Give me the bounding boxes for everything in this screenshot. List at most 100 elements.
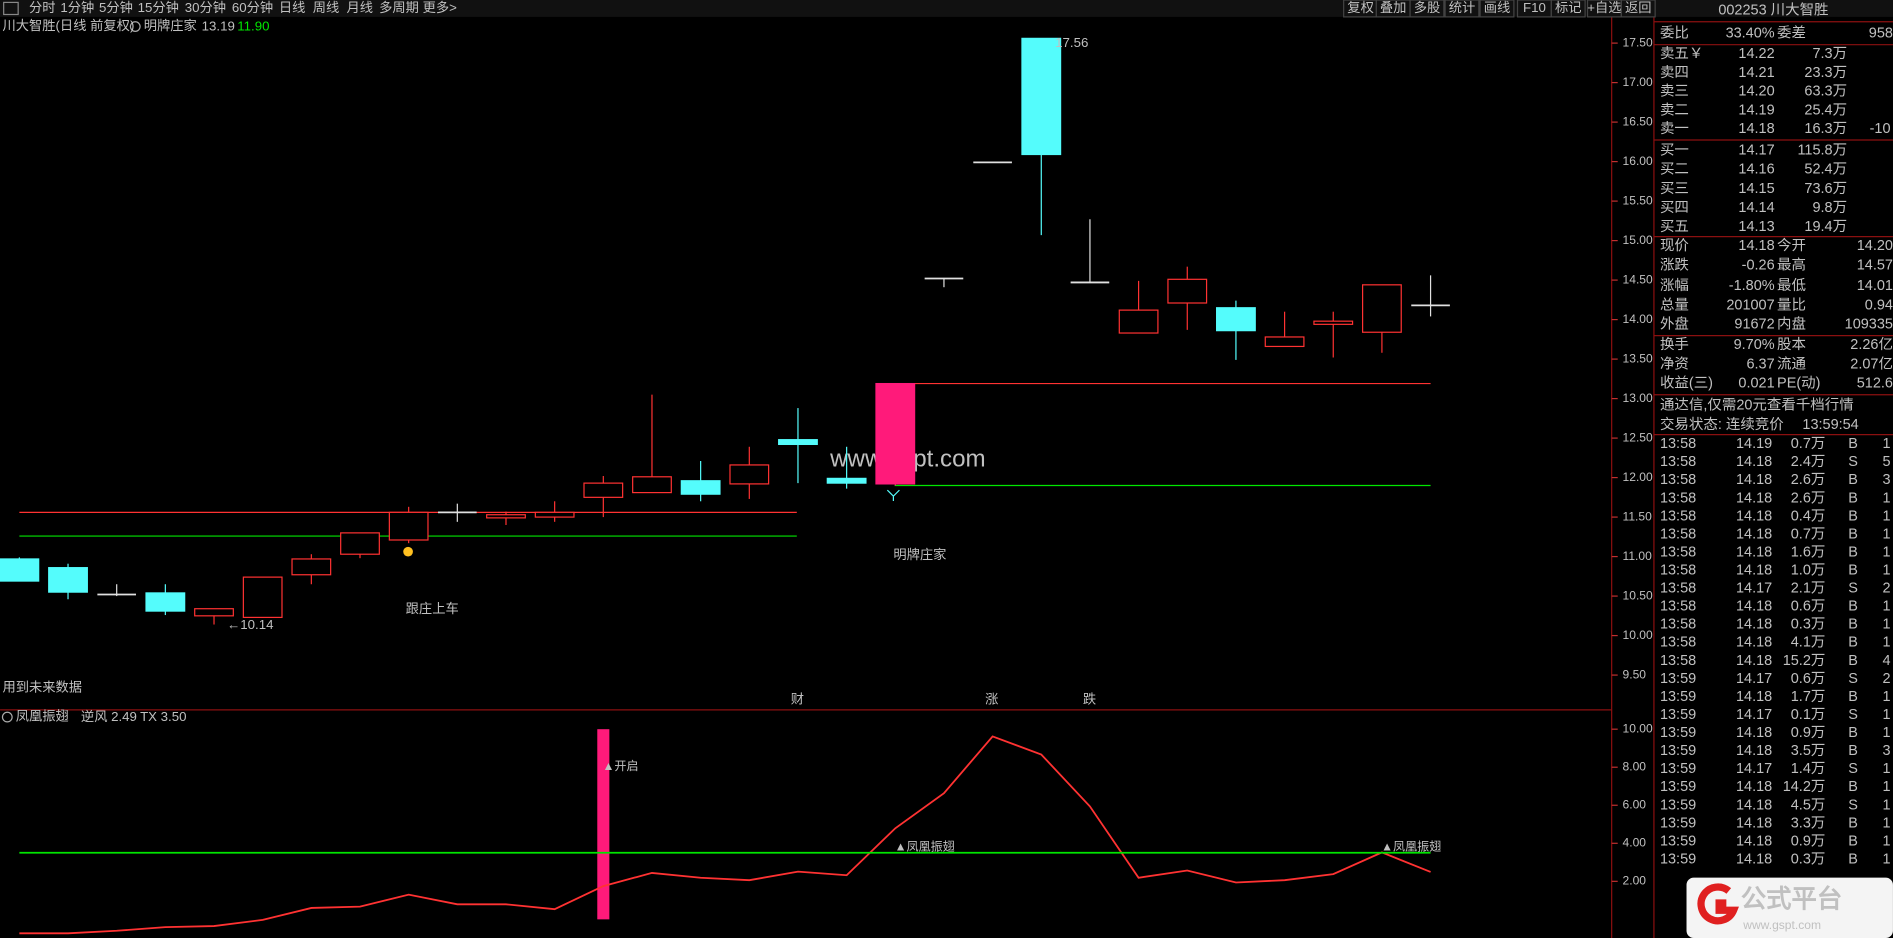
trade-side: B (1848, 599, 1858, 615)
trade-side: B (1848, 617, 1858, 633)
trade-volume: 0.7万 (1791, 436, 1826, 452)
trade-count: 1 (1882, 815, 1890, 831)
header-value: 13.19 (202, 18, 235, 33)
toolbar-item[interactable]: 60分钟 (232, 0, 273, 15)
weibi-cell: 委差 (1777, 25, 1806, 42)
stat-value: 9.70% (1734, 337, 1775, 353)
trade-price: 14.18 (1736, 472, 1772, 488)
stat-label: 外盘 (1660, 315, 1689, 333)
header-value: 11.90 (237, 18, 269, 33)
trade-count: 1 (1882, 725, 1890, 741)
book-cell: 买三 (1660, 180, 1689, 197)
logo-icon (1697, 883, 1739, 925)
toolbar-button[interactable] (1479, 0, 1515, 18)
toolbar-item[interactable]: 多股 (1414, 0, 1441, 15)
toolbar-button[interactable] (1409, 0, 1445, 18)
chart-title: 川大智胜(日线 前复权) (2, 17, 134, 33)
menu-icon[interactable] (3, 1, 19, 16)
trade-time: 13:58 (1660, 562, 1696, 578)
trade-volume: 4.5万 (1791, 797, 1826, 813)
annotation: 涨 (985, 692, 998, 707)
toolbar-item[interactable]: 返回 (1625, 0, 1652, 15)
toolbar-item[interactable]: 日线 (279, 0, 306, 15)
y-tick-label: 17.50 (1623, 35, 1653, 49)
book-cell: 14.14 (1738, 200, 1774, 216)
book-cell: 115.8万 (1797, 143, 1847, 159)
legend-name: TX (140, 709, 157, 724)
book-cell: -10 (1870, 121, 1891, 137)
candle-body (826, 477, 867, 484)
notice[interactable]: 通达信,仅需20元查看千档行情 (1660, 396, 1854, 413)
toolbar-item[interactable]: 统计 (1449, 0, 1476, 15)
toolbar-item[interactable]: 30分钟 (185, 0, 226, 15)
logo: 公式平台 www.gspt.com (1686, 877, 1893, 938)
stat-label: 最低 (1777, 277, 1806, 294)
toolbar-item[interactable]: 画线 (1484, 0, 1511, 15)
trade-side: B (1848, 833, 1858, 849)
book-cell: 14.19 (1738, 102, 1774, 118)
book-cell: 卖二 (1660, 101, 1689, 118)
annotation: 明牌庄家 (893, 546, 946, 562)
candle-body (534, 511, 575, 518)
candle-body (340, 532, 380, 555)
toolbar-item[interactable]: 标记 (1555, 0, 1582, 15)
toolbar-button[interactable] (1444, 0, 1480, 18)
stat-label: 涨跌 (1660, 256, 1689, 273)
trade-volume: 15.2万 (1783, 653, 1826, 669)
stat-label: 总量 (1660, 296, 1689, 313)
toolbar-item[interactable]: 叠加 (1380, 0, 1407, 15)
toolbar-item[interactable]: 1分钟 (60, 0, 94, 15)
toolbar-item[interactable]: 复权 (1347, 0, 1374, 15)
toolbar-item[interactable]: 分时 (29, 0, 56, 15)
trade-price: 14.18 (1736, 743, 1772, 759)
candle-body (486, 514, 526, 519)
toolbar-item[interactable]: +自选 (1587, 0, 1621, 15)
stat-value: 512.6 (1857, 376, 1893, 392)
y-tick-label: 2.00 (1623, 874, 1647, 888)
trade-time: 13:58 (1660, 508, 1696, 524)
stat-value: 91672 (1734, 317, 1774, 333)
trade-side: B (1848, 526, 1858, 542)
candle-body (291, 558, 332, 576)
stat-label: 收益(三) (1660, 375, 1713, 392)
annotation: 财 (791, 692, 804, 707)
trade-time: 13:59 (1660, 851, 1696, 867)
toolbar-button[interactable] (1550, 0, 1586, 18)
trade-time: 13:58 (1660, 653, 1696, 669)
y-tick-label: 13.50 (1623, 351, 1653, 365)
trade-price: 14.18 (1736, 653, 1772, 669)
toolbar-item[interactable]: F10 (1523, 0, 1546, 15)
trade-side: S (1848, 797, 1858, 813)
stat-value: 2.07亿 (1850, 355, 1893, 372)
annotation: ▲凤凰振翅 (1381, 839, 1441, 854)
legend-entry: 逆风2.49 (81, 709, 137, 724)
toolbar-item[interactable]: 周线 (313, 0, 340, 15)
y-tick-label: 12.00 (1623, 470, 1653, 484)
book-cell: 14.13 (1738, 219, 1774, 235)
marker-icon (886, 489, 900, 501)
toolbar-item[interactable]: 5分钟 (99, 0, 133, 15)
toolbar-button[interactable] (1620, 0, 1656, 18)
trade-side: B (1848, 851, 1858, 867)
candle-body (778, 439, 818, 446)
stat-label: 换手 (1660, 336, 1689, 353)
toolbar-item[interactable]: 月线 (347, 0, 374, 15)
candle-body (1118, 309, 1159, 334)
trade-price: 14.18 (1736, 562, 1772, 578)
candle-body (242, 576, 283, 619)
trade-volume: 0.1万 (1791, 707, 1826, 723)
indicator-icon[interactable] (129, 21, 141, 32)
trade-price: 14.18 (1736, 526, 1772, 542)
candle-body (1313, 320, 1354, 325)
toolbar-item[interactable]: 更多> (423, 0, 458, 15)
toolbar-item[interactable]: 15分钟 (138, 0, 179, 15)
book-cell: 16.3万 (1804, 121, 1847, 137)
trade-count: 1 (1882, 544, 1890, 560)
indicator-icon[interactable] (1, 711, 13, 723)
trade-volume: 1.0万 (1791, 562, 1826, 578)
trade-price: 14.18 (1736, 617, 1772, 633)
book-cell: 买五 (1660, 218, 1689, 235)
candle-body (583, 482, 624, 498)
trade-price: 14.17 (1736, 707, 1772, 723)
toolbar-item[interactable]: 多周期 (379, 0, 419, 15)
